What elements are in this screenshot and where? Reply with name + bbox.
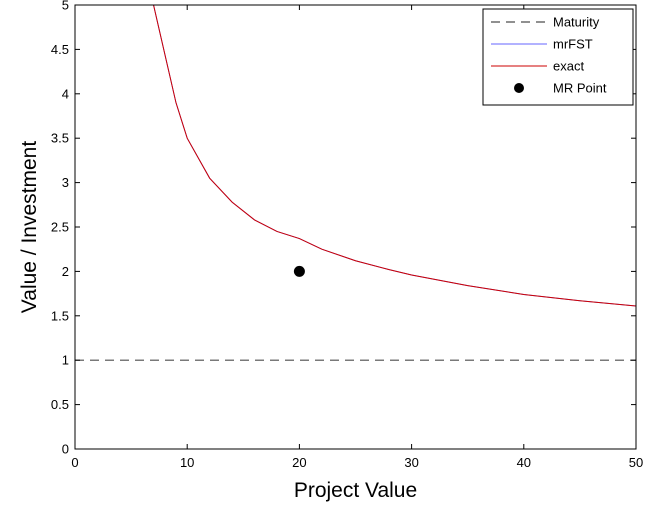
- legend-label-mr-point: MR Point: [553, 81, 607, 96]
- y-tick-label: 4.5: [51, 42, 69, 57]
- x-tick-label: 10: [180, 455, 194, 470]
- x-tick-label: 20: [292, 455, 306, 470]
- x-tick-label: 30: [404, 455, 418, 470]
- x-tick-label: 0: [71, 455, 78, 470]
- y-tick-label: 3.5: [51, 131, 69, 146]
- y-tick-label: 0: [62, 442, 69, 457]
- legend-label-exact: exact: [553, 59, 584, 74]
- x-tick-label: 50: [629, 455, 643, 470]
- legend-label-mrfst: mrFST: [553, 37, 593, 52]
- y-tick-label: 3: [62, 175, 69, 190]
- legend: Maturity mrFST exact MR Point: [482, 8, 634, 106]
- x-tick-label: 40: [517, 455, 531, 470]
- y-tick-label: 2.5: [51, 220, 69, 235]
- legend-marker-mr-point: [514, 83, 524, 93]
- y-tick-label: 2: [62, 264, 69, 279]
- legend-box: [482, 8, 634, 106]
- y-tick-label: 1: [62, 353, 69, 368]
- data-point-mr-point: [293, 265, 305, 277]
- y-tick-label: 4: [62, 86, 69, 101]
- y-tick-label: 5: [62, 0, 69, 13]
- x-axis-title: Project Value: [294, 479, 417, 502]
- y-tick-label: 1.5: [51, 308, 69, 323]
- y-axis-title: Value / Investment: [18, 141, 41, 314]
- series-line-exact: [153, 5, 636, 307]
- y-tick-label: 0.5: [51, 397, 69, 412]
- legend-label-maturity: Maturity: [553, 15, 600, 30]
